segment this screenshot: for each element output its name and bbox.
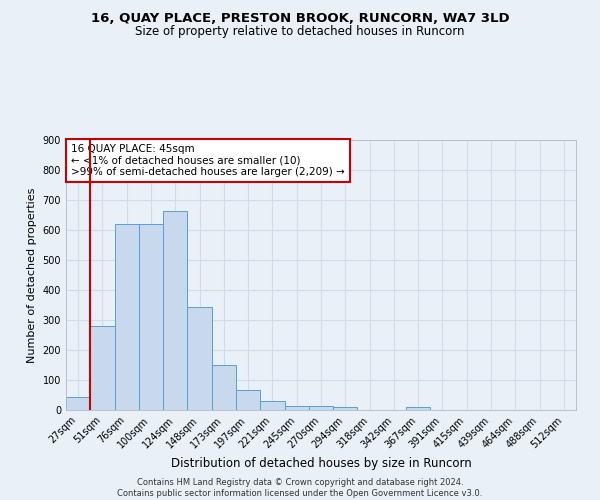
Bar	[284, 406, 309, 410]
Bar	[236, 390, 260, 410]
X-axis label: Distribution of detached houses by size in Runcorn: Distribution of detached houses by size …	[170, 456, 472, 469]
Bar	[115, 224, 139, 410]
Y-axis label: Number of detached properties: Number of detached properties	[27, 188, 37, 362]
Bar	[212, 365, 236, 410]
Bar	[163, 210, 187, 410]
Text: 16, QUAY PLACE, PRESTON BROOK, RUNCORN, WA7 3LD: 16, QUAY PLACE, PRESTON BROOK, RUNCORN, …	[91, 12, 509, 26]
Text: Contains HM Land Registry data © Crown copyright and database right 2024.
Contai: Contains HM Land Registry data © Crown c…	[118, 478, 482, 498]
Bar	[187, 306, 212, 410]
Bar	[406, 407, 430, 410]
Text: Size of property relative to detached houses in Runcorn: Size of property relative to detached ho…	[135, 25, 465, 38]
Bar	[90, 326, 115, 410]
Bar	[333, 407, 358, 410]
Bar	[66, 396, 90, 410]
Bar	[309, 406, 333, 410]
Bar	[260, 401, 284, 410]
Bar	[139, 224, 163, 410]
Text: 16 QUAY PLACE: 45sqm
← <1% of detached houses are smaller (10)
>99% of semi-deta: 16 QUAY PLACE: 45sqm ← <1% of detached h…	[71, 144, 345, 178]
